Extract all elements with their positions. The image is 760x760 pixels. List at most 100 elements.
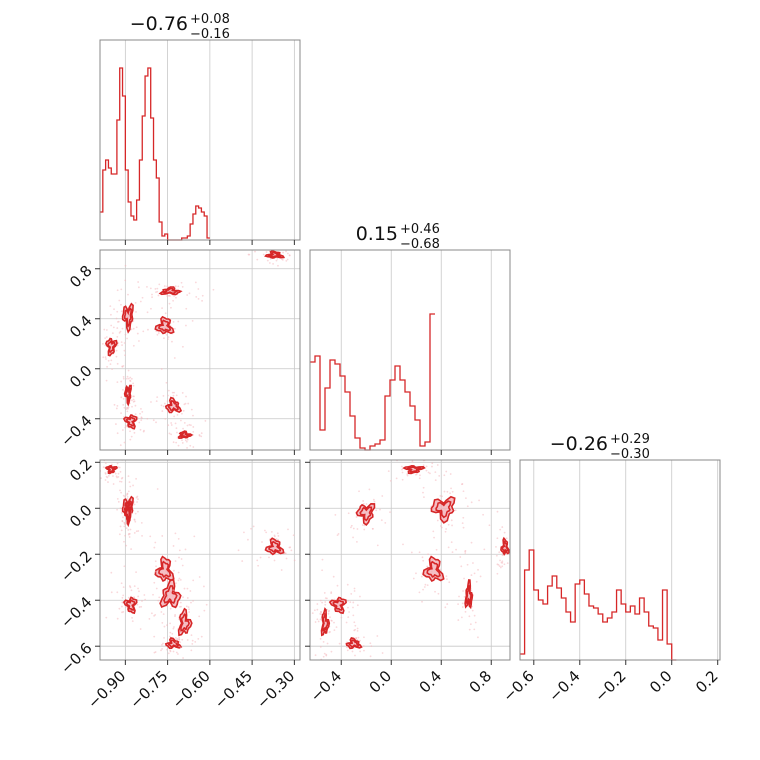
sample-dot xyxy=(127,406,130,409)
sample-dot xyxy=(181,439,183,442)
sample-dot xyxy=(346,646,348,649)
sample-dot xyxy=(362,503,365,505)
sample-dot xyxy=(496,510,499,513)
x-tick-label: −0.60 xyxy=(169,667,214,712)
contour-line xyxy=(268,540,282,553)
sample-dot xyxy=(265,531,268,534)
sample-dot xyxy=(177,320,180,323)
sample-dot xyxy=(411,460,414,463)
sample-dot xyxy=(376,544,379,547)
sample-dot xyxy=(200,635,203,638)
sample-dot xyxy=(174,532,177,535)
sample-dot xyxy=(181,412,183,415)
contour-line xyxy=(121,302,134,334)
sample-dot xyxy=(121,327,124,330)
sample-dot xyxy=(116,617,119,620)
sample-dot xyxy=(111,332,114,335)
sample-dot xyxy=(193,535,196,538)
sample-dot xyxy=(176,637,179,640)
sample-dot xyxy=(506,562,509,564)
sample-dot xyxy=(284,552,287,555)
density-region xyxy=(160,580,181,608)
sample-dot xyxy=(469,623,472,626)
sample-dot xyxy=(353,590,356,592)
sample-dot xyxy=(170,424,173,426)
sample-dot xyxy=(146,285,148,288)
sample-dot xyxy=(123,522,126,524)
sample-dot xyxy=(434,479,437,481)
sample-dot xyxy=(422,588,424,591)
sample-dot xyxy=(194,281,197,284)
x-tick-label: −0.90 xyxy=(84,667,129,712)
sample-dot xyxy=(191,319,194,322)
sample-dot xyxy=(173,391,175,394)
sample-dot xyxy=(172,545,175,547)
sample-dot xyxy=(311,612,314,615)
contour-line xyxy=(422,555,445,583)
sample-dot xyxy=(354,628,357,631)
sample-dot xyxy=(412,577,415,580)
sample-dot xyxy=(191,639,194,642)
sample-dot xyxy=(262,253,265,256)
sample-dot xyxy=(465,497,467,500)
sample-dot xyxy=(171,340,173,343)
sample-dot xyxy=(333,629,336,632)
sample-dot xyxy=(203,585,205,588)
panel-title: −0.26 +0.29−0.30 xyxy=(550,432,650,462)
sample-dot xyxy=(369,642,372,645)
y-tick-label: 0.0 xyxy=(66,362,96,392)
sample-dot xyxy=(132,398,135,401)
sample-dot xyxy=(273,534,276,537)
sample-dot xyxy=(146,417,149,420)
sample-dot xyxy=(351,650,354,653)
sample-dot xyxy=(116,310,119,313)
sample-dot xyxy=(441,495,443,498)
sample-dot xyxy=(501,560,504,563)
sample-dot xyxy=(138,340,140,342)
x-tick-label: −0.2 xyxy=(591,667,629,705)
sample-dot xyxy=(479,575,482,578)
sample-dot xyxy=(138,421,141,424)
sample-dot xyxy=(259,556,262,559)
sample-dot xyxy=(320,611,323,614)
sample-dot xyxy=(463,595,466,598)
sample-dot xyxy=(252,525,255,528)
sample-dot xyxy=(154,541,157,544)
sample-dot xyxy=(381,495,384,497)
sample-dot xyxy=(135,530,138,533)
sample-dot xyxy=(132,344,135,347)
sample-dot xyxy=(104,462,107,465)
sample-dot xyxy=(166,295,169,297)
sample-dot xyxy=(122,586,125,589)
sample-dot xyxy=(303,548,305,550)
histogram-line xyxy=(100,67,210,241)
sample-dot xyxy=(153,581,156,584)
sample-dot xyxy=(110,324,113,327)
sample-dot xyxy=(501,565,504,568)
sample-dot xyxy=(132,327,135,330)
sample-dot xyxy=(118,533,121,536)
density-region xyxy=(423,556,444,581)
sample-dot xyxy=(115,355,118,358)
sample-dot xyxy=(130,377,133,380)
sample-dot xyxy=(327,610,330,613)
sample-dot xyxy=(178,556,180,559)
sample-dot xyxy=(129,438,132,441)
sample-dot xyxy=(427,553,429,556)
contour-line xyxy=(321,612,329,632)
sample-dot xyxy=(200,432,203,435)
contour-line xyxy=(154,555,175,583)
sample-dot xyxy=(241,560,244,562)
sample-dot xyxy=(111,368,114,371)
sample-dot xyxy=(157,599,160,602)
sample-dot xyxy=(292,534,295,537)
sample-dot xyxy=(175,641,178,644)
sample-dot xyxy=(125,606,127,608)
sample-dot xyxy=(261,541,263,543)
sample-dot xyxy=(355,516,358,518)
sample-dot xyxy=(156,396,159,398)
sample-dot xyxy=(149,535,152,538)
sample-dot xyxy=(154,614,157,616)
sample-dot xyxy=(488,524,491,527)
sample-dot xyxy=(175,651,178,654)
